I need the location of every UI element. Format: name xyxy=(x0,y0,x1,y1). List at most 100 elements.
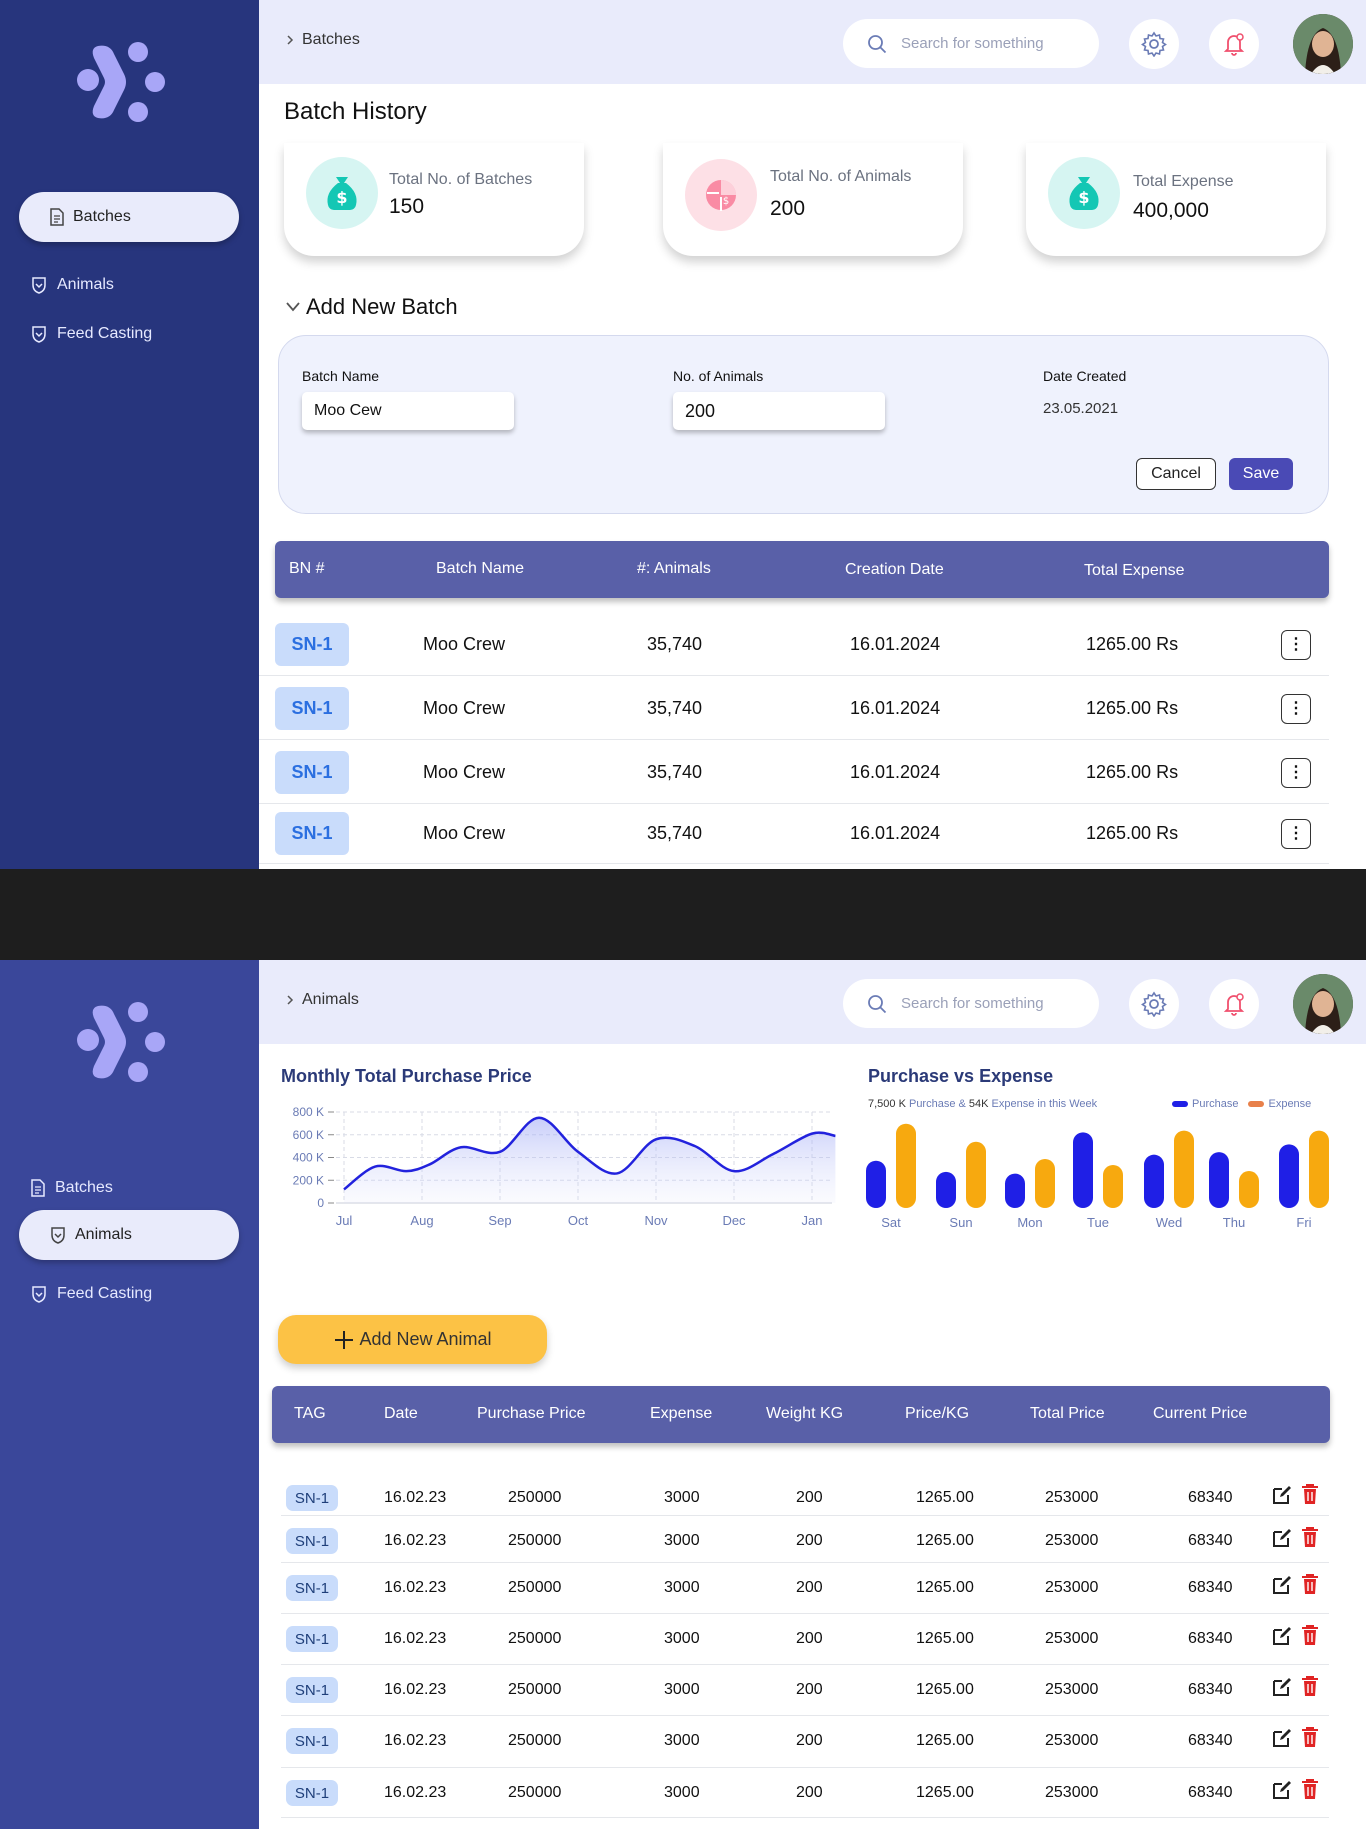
batch-number-badge[interactable]: SN-1 xyxy=(275,687,349,730)
col-current-price[interactable]: Current Price xyxy=(1153,1405,1248,1422)
trash-icon[interactable] xyxy=(1301,1726,1319,1748)
expense-cell: 1265.00 Rs xyxy=(1086,634,1179,654)
bar-expense-wed xyxy=(1174,1130,1194,1208)
edit-icon[interactable] xyxy=(1271,1727,1293,1749)
table-row[interactable]: SN-1 Moo Crew 35,740 16.01.2024 1265.00 Rs ⋮ xyxy=(259,621,1329,676)
user-avatar[interactable] xyxy=(1293,14,1353,74)
breadcrumb-label[interactable]: Animals xyxy=(302,991,359,1008)
settings-button[interactable] xyxy=(1129,19,1179,69)
x-tick-label: Tue xyxy=(1087,1215,1109,1230)
area-fill xyxy=(344,1117,836,1203)
col-purchase-price[interactable]: Purchase Price xyxy=(477,1405,586,1422)
edit-icon[interactable] xyxy=(1271,1574,1293,1596)
date-cell: 16.02.23 xyxy=(384,1489,447,1506)
nav-batches[interactable]: Batches xyxy=(30,1179,113,1197)
edit-icon[interactable] xyxy=(1271,1484,1293,1506)
shield-icon xyxy=(32,1286,46,1303)
trash-icon[interactable] xyxy=(1301,1483,1319,1505)
line-chart: 800 K 600 K 400 K 200 K 0 Jul Aug Sep Oct Nov Dec J… xyxy=(293,1105,836,1228)
batch-number-badge[interactable]: SN-1 xyxy=(275,812,349,855)
col-total-expense[interactable]: Total Expense xyxy=(1084,562,1185,579)
row-menu-button[interactable]: ⋮ xyxy=(1281,758,1311,788)
table-row[interactable]: SN-1 16.02.23 250000 3000 200 1265.00 253000 68… xyxy=(281,1516,1329,1563)
col-batch-name[interactable]: Batch Name xyxy=(436,560,525,577)
row-menu-button[interactable]: ⋮ xyxy=(1281,630,1311,660)
edit-icon[interactable] xyxy=(1271,1625,1293,1647)
col-weight[interactable]: Weight KG xyxy=(766,1405,844,1422)
batch-name-cell: Moo Crew xyxy=(423,762,506,782)
table-row[interactable]: SN-1 16.02.23 250000 3000 200 1265.00 253000 68… xyxy=(281,1768,1329,1818)
trash-icon[interactable] xyxy=(1301,1675,1319,1697)
current-price-cell: 68340 xyxy=(1188,1489,1233,1506)
notifications-button[interactable] xyxy=(1209,979,1259,1029)
search-input[interactable]: Search for something xyxy=(843,19,1099,68)
price-per-kg-cell: 1265.00 xyxy=(916,1489,974,1506)
trash-icon[interactable] xyxy=(1301,1526,1319,1548)
topbar: Animals Search for something xyxy=(259,960,1366,1044)
breadcrumb-label[interactable]: Batches xyxy=(302,31,360,48)
animals-count-field[interactable]: 200 xyxy=(673,392,885,430)
user-avatar[interactable] xyxy=(1293,974,1353,1034)
page-title: Batch History xyxy=(284,98,427,125)
notifications-button[interactable] xyxy=(1209,19,1259,69)
table-row[interactable]: SN-1 16.02.23 250000 3000 200 1265.00 253000 68… xyxy=(281,1665,1329,1716)
tag-badge[interactable]: SN-1 xyxy=(286,1528,338,1554)
search-input[interactable]: Search for something xyxy=(843,979,1099,1028)
nav-batches[interactable]: Batches xyxy=(19,192,239,242)
purchase-price-cell: 250000 xyxy=(508,1489,562,1506)
tag-badge[interactable]: SN-1 xyxy=(286,1780,338,1806)
tag-badge[interactable]: SN-1 xyxy=(286,1677,338,1703)
tag-badge[interactable]: SN-1 xyxy=(286,1485,338,1511)
nav-animals[interactable]: Animals xyxy=(19,1210,239,1260)
expense-cell: 3000 xyxy=(664,1489,700,1506)
trash-icon[interactable] xyxy=(1301,1573,1319,1595)
add-new-animal-button[interactable]: Add New Animal xyxy=(278,1315,547,1364)
col-expense[interactable]: Expense xyxy=(650,1405,713,1422)
nav-animals-label: Animals xyxy=(75,1226,132,1243)
topbar: Batches Search for something xyxy=(259,0,1366,84)
batch-name-field[interactable]: Moo Cew xyxy=(302,392,514,430)
table-row[interactable]: SN-1 Moo Crew 35,740 16.01.2024 1265.00 Rs ⋮ xyxy=(259,749,1329,804)
row-menu-button[interactable]: ⋮ xyxy=(1281,819,1311,849)
date-cell: 16.02.23 xyxy=(384,1532,447,1549)
tag-badge[interactable]: SN-1 xyxy=(286,1626,338,1652)
col-date[interactable]: Date xyxy=(384,1405,418,1422)
trash-icon[interactable] xyxy=(1301,1778,1319,1800)
price-per-kg-cell: 1265.00 xyxy=(916,1630,974,1647)
edit-icon[interactable] xyxy=(1271,1779,1293,1801)
date-cell: 16.02.23 xyxy=(384,1732,447,1749)
col-bn[interactable]: BN # xyxy=(289,560,325,577)
nav-animals[interactable]: Animals xyxy=(30,276,114,294)
total-price-cell: 253000 xyxy=(1045,1732,1099,1749)
edit-icon[interactable] xyxy=(1271,1676,1293,1698)
settings-button[interactable] xyxy=(1129,979,1179,1029)
table-row[interactable]: SN-1 16.02.23 250000 3000 200 1265.00 253000 68… xyxy=(281,1563,1329,1614)
table-row[interactable]: SN-1 Moo Crew 35,740 16.01.2024 1265.00 Rs ⋮ xyxy=(259,810,1329,864)
table-row[interactable]: SN-1 16.02.23 250000 3000 200 1265.00 253000 68… xyxy=(281,1716,1329,1768)
pie-chart-icon: $ xyxy=(685,159,757,231)
table-row[interactable]: SN-1 Moo Crew 35,740 16.01.2024 1265.00 Rs ⋮ xyxy=(259,685,1329,740)
col-animals[interactable]: #: Animals xyxy=(637,560,711,577)
cancel-button[interactable]: Cancel xyxy=(1136,458,1216,490)
trash-icon[interactable] xyxy=(1301,1624,1319,1646)
table-row[interactable]: SN-1 16.02.23 250000 3000 200 1265.00 253000 68… xyxy=(281,1473,1329,1516)
y-tick-label: 400 K xyxy=(293,1151,324,1165)
add-batch-toggle[interactable]: Add New Batch xyxy=(284,294,458,320)
save-button[interactable]: Save xyxy=(1229,458,1293,490)
tag-badge[interactable]: SN-1 xyxy=(286,1575,338,1601)
col-price-per-kg[interactable]: Price/KG xyxy=(905,1405,970,1422)
col-total-price[interactable]: Total Price xyxy=(1030,1405,1105,1422)
tag-badge[interactable]: SN-1 xyxy=(286,1728,338,1754)
table-row[interactable]: SN-1 16.02.23 250000 3000 200 1265.00 253000 68… xyxy=(281,1614,1329,1665)
date-cell: 16.02.23 xyxy=(384,1784,447,1801)
batch-number-badge[interactable]: SN-1 xyxy=(275,623,349,666)
batch-number-badge[interactable]: SN-1 xyxy=(275,751,349,794)
nav-feed-casting[interactable]: Feed Casting xyxy=(30,1285,152,1303)
row-menu-button[interactable]: ⋮ xyxy=(1281,694,1311,724)
search-icon xyxy=(868,994,887,1013)
col-tag[interactable]: TAG xyxy=(294,1405,326,1422)
col-creation-date[interactable]: Creation Date xyxy=(845,561,944,578)
nav-feed-casting[interactable]: Feed Casting xyxy=(30,325,152,343)
edit-icon[interactable] xyxy=(1271,1527,1293,1549)
total-price-cell: 253000 xyxy=(1045,1784,1099,1801)
